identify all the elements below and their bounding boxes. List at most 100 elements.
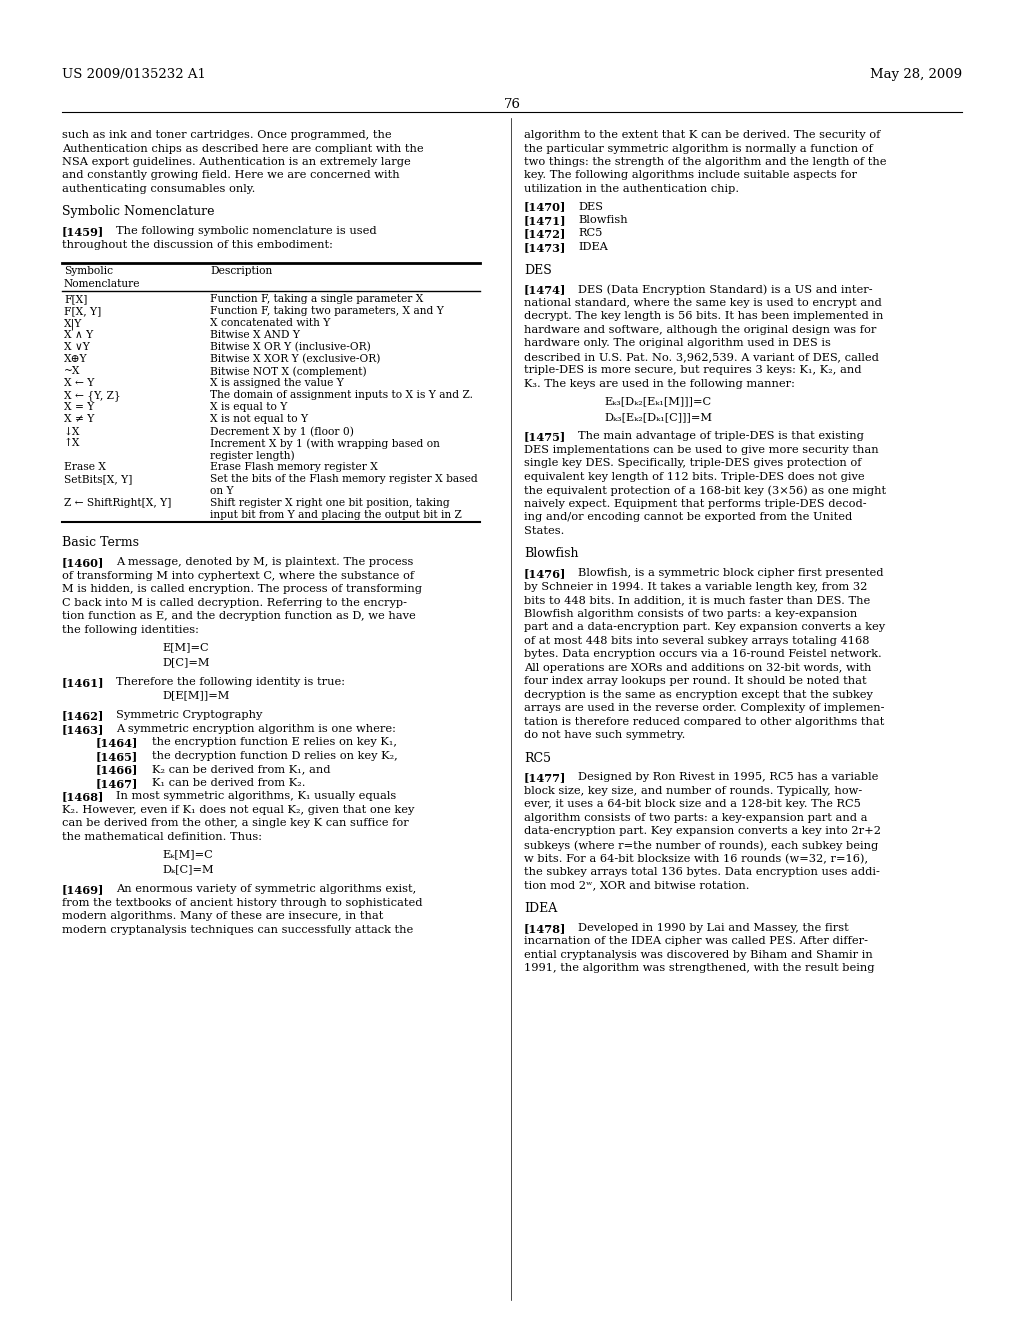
Text: w bits. For a 64-bit blocksize with 16 rounds (w=32, r=16),: w bits. For a 64-bit blocksize with 16 r…	[524, 854, 868, 863]
Text: Erase Flash memory register X: Erase Flash memory register X	[210, 462, 378, 473]
Text: RC5: RC5	[524, 751, 551, 764]
Text: Blowfish: Blowfish	[578, 215, 628, 224]
Text: D[C]=M: D[C]=M	[162, 657, 210, 668]
Text: equivalent key length of 112 bits. Triple-DES does not give: equivalent key length of 112 bits. Tripl…	[524, 471, 864, 482]
Text: ing and/or encoding cannot be exported from the United: ing and/or encoding cannot be exported f…	[524, 512, 852, 523]
Text: of transforming M into cyphertext C, where the substance of: of transforming M into cyphertext C, whe…	[62, 570, 414, 581]
Text: decrypt. The key length is 56 bits. It has been implemented in: decrypt. The key length is 56 bits. It h…	[524, 312, 884, 321]
Text: block size, key size, and number of rounds. Typically, how-: block size, key size, and number of roun…	[524, 785, 862, 796]
Text: Function F, taking a single parameter X: Function F, taking a single parameter X	[210, 294, 423, 305]
Text: from the textbooks of ancient history through to sophisticated: from the textbooks of ancient history th…	[62, 898, 423, 908]
Text: [1474]: [1474]	[524, 284, 566, 296]
Text: authenticating consumables only.: authenticating consumables only.	[62, 183, 255, 194]
Text: DES: DES	[578, 202, 603, 211]
Text: such as ink and toner cartridges. Once programmed, the: such as ink and toner cartridges. Once p…	[62, 129, 391, 140]
Text: IDEA: IDEA	[524, 902, 557, 915]
Text: Function F, taking two parameters, X and Y: Function F, taking two parameters, X and…	[210, 306, 443, 317]
Text: D[E[M]]=M: D[E[M]]=M	[162, 690, 229, 701]
Text: X ∨Y: X ∨Y	[63, 342, 90, 352]
Text: ↑X: ↑X	[63, 438, 81, 449]
Text: hardware only. The original algorithm used in DES is: hardware only. The original algorithm us…	[524, 338, 830, 348]
Text: described in U.S. Pat. No. 3,962,539. A variant of DES, called: described in U.S. Pat. No. 3,962,539. A …	[524, 352, 879, 362]
Text: The main advantage of triple-DES is that existing: The main advantage of triple-DES is that…	[578, 432, 864, 441]
Text: Basic Terms: Basic Terms	[62, 536, 139, 549]
Text: 1991, the algorithm was strengthened, with the result being: 1991, the algorithm was strengthened, wi…	[524, 964, 874, 973]
Text: of at most 448 bits into several subkey arrays totaling 4168: of at most 448 bits into several subkey …	[524, 636, 869, 645]
Text: naively expect. Equipment that performs triple-DES decod-: naively expect. Equipment that performs …	[524, 499, 866, 508]
Text: X ≠ Y: X ≠ Y	[63, 414, 94, 424]
Text: data-encryption part. Key expansion converts a key into 2r+2: data-encryption part. Key expansion conv…	[524, 826, 881, 837]
Text: input bit from Y and placing the output bit in Z: input bit from Y and placing the output …	[210, 511, 462, 520]
Text: Bitwise NOT X (complement): Bitwise NOT X (complement)	[210, 367, 367, 378]
Text: X ∧ Y: X ∧ Y	[63, 330, 93, 341]
Text: triple-DES is more secure, but requires 3 keys: K₁, K₂, and: triple-DES is more secure, but requires …	[524, 366, 861, 375]
Text: Eₖ[M]=C: Eₖ[M]=C	[162, 849, 213, 859]
Text: utilization in the authentication chip.: utilization in the authentication chip.	[524, 183, 739, 194]
Text: X is not equal to Y: X is not equal to Y	[210, 414, 308, 424]
Text: [1465]: [1465]	[96, 751, 138, 762]
Text: DES implementations can be used to give more security than: DES implementations can be used to give …	[524, 445, 879, 455]
Text: arrays are used in the reverse order. Complexity of implemen-: arrays are used in the reverse order. Co…	[524, 704, 885, 713]
Text: part and a data-encryption part. Key expansion converts a key: part and a data-encryption part. Key exp…	[524, 622, 885, 632]
Text: Symbolic Nomenclature: Symbolic Nomenclature	[62, 206, 214, 219]
Text: Designed by Ron Rivest in 1995, RC5 has a variable: Designed by Ron Rivest in 1995, RC5 has …	[578, 772, 879, 783]
Text: K₂. However, even if K₁ does not equal K₂, given that one key: K₂. However, even if K₁ does not equal K…	[62, 805, 415, 814]
Text: the decryption function D relies on key K₂,: the decryption function D relies on key …	[152, 751, 397, 760]
Text: tion mod 2ʷ, XOR and bitwise rotation.: tion mod 2ʷ, XOR and bitwise rotation.	[524, 880, 750, 891]
Text: X⊕Y: X⊕Y	[63, 354, 88, 364]
Text: [1461]: [1461]	[62, 677, 104, 688]
Text: [1464]: [1464]	[96, 737, 138, 748]
Text: key. The following algorithms include suitable aspects for: key. The following algorithms include su…	[524, 170, 857, 181]
Text: K₂ can be derived from K₁, and: K₂ can be derived from K₁, and	[152, 764, 331, 774]
Text: on Y: on Y	[210, 486, 233, 496]
Text: X concatenated with Y: X concatenated with Y	[210, 318, 331, 329]
Text: X|Y: X|Y	[63, 318, 82, 330]
Text: E[M]=C: E[M]=C	[162, 642, 209, 652]
Text: F[X]: F[X]	[63, 294, 87, 305]
Text: [1459]: [1459]	[62, 226, 104, 238]
Text: the encryption function E relies on key K₁,: the encryption function E relies on key …	[152, 737, 397, 747]
Text: [1478]: [1478]	[524, 923, 566, 933]
Text: bytes. Data encryption occurs via a 16-round Feistel network.: bytes. Data encryption occurs via a 16-r…	[524, 649, 882, 659]
Text: In most symmetric algorithms, K₁ usually equals: In most symmetric algorithms, K₁ usually…	[116, 791, 396, 801]
Text: F[X, Y]: F[X, Y]	[63, 306, 101, 317]
Text: ential cryptanalysis was discovered by Biham and Shamir in: ential cryptanalysis was discovered by B…	[524, 950, 872, 960]
Text: the particular symmetric algorithm is normally a function of: the particular symmetric algorithm is no…	[524, 144, 872, 153]
Text: throughout the discussion of this embodiment:: throughout the discussion of this embodi…	[62, 240, 333, 249]
Text: Dₖ[C]=M: Dₖ[C]=M	[162, 865, 214, 875]
Text: tation is therefore reduced compared to other algorithms that: tation is therefore reduced compared to …	[524, 717, 885, 726]
Text: [1472]: [1472]	[524, 228, 566, 239]
Text: X = Y: X = Y	[63, 403, 94, 412]
Text: Blowfish algorithm consists of two parts: a key-expansion: Blowfish algorithm consists of two parts…	[524, 609, 857, 619]
Text: US 2009/0135232 A1: US 2009/0135232 A1	[62, 69, 206, 81]
Text: modern algorithms. Many of these are insecure, in that: modern algorithms. Many of these are ins…	[62, 911, 383, 921]
Text: Bitwise X AND Y: Bitwise X AND Y	[210, 330, 300, 341]
Text: Blowfish: Blowfish	[524, 548, 579, 560]
Text: SetBits[X, Y]: SetBits[X, Y]	[63, 474, 132, 484]
Text: [1473]: [1473]	[524, 242, 566, 253]
Text: C back into M is called decryption. Referring to the encryp-: C back into M is called decryption. Refe…	[62, 598, 407, 607]
Text: X ← {Y, Z}: X ← {Y, Z}	[63, 391, 121, 401]
Text: incarnation of the IDEA cipher was called PES. After differ-: incarnation of the IDEA cipher was calle…	[524, 936, 868, 946]
Text: [1471]: [1471]	[524, 215, 566, 226]
Text: the equivalent protection of a 168-bit key (3×56) as one might: the equivalent protection of a 168-bit k…	[524, 486, 886, 496]
Text: Blowfish, is a symmetric block cipher first presented: Blowfish, is a symmetric block cipher fi…	[578, 568, 884, 578]
Text: [1463]: [1463]	[62, 723, 104, 735]
Text: [1467]: [1467]	[96, 777, 138, 788]
Text: Bitwise X XOR Y (exclusive-OR): Bitwise X XOR Y (exclusive-OR)	[210, 354, 381, 364]
Text: by Schneier in 1994. It takes a variable length key, from 32: by Schneier in 1994. It takes a variable…	[524, 582, 867, 591]
Text: and constantly growing field. Here we are concerned with: and constantly growing field. Here we ar…	[62, 170, 399, 181]
Text: [1470]: [1470]	[524, 202, 566, 213]
Text: ↓X: ↓X	[63, 426, 81, 437]
Text: Z ← ShiftRight[X, Y]: Z ← ShiftRight[X, Y]	[63, 499, 171, 508]
Text: national standard, where the same key is used to encrypt and: national standard, where the same key is…	[524, 298, 882, 308]
Text: two things: the strength of the algorithm and the length of the: two things: the strength of the algorith…	[524, 157, 887, 168]
Text: [1469]: [1469]	[62, 884, 104, 895]
Text: ~X: ~X	[63, 367, 81, 376]
Text: Therefore the following identity is true:: Therefore the following identity is true…	[116, 677, 345, 688]
Text: Description: Description	[210, 267, 272, 276]
Text: X ← Y: X ← Y	[63, 379, 94, 388]
Text: States.: States.	[524, 525, 564, 536]
Text: [1460]: [1460]	[62, 557, 104, 568]
Text: tion function as E, and the decryption function as D, we have: tion function as E, and the decryption f…	[62, 611, 416, 622]
